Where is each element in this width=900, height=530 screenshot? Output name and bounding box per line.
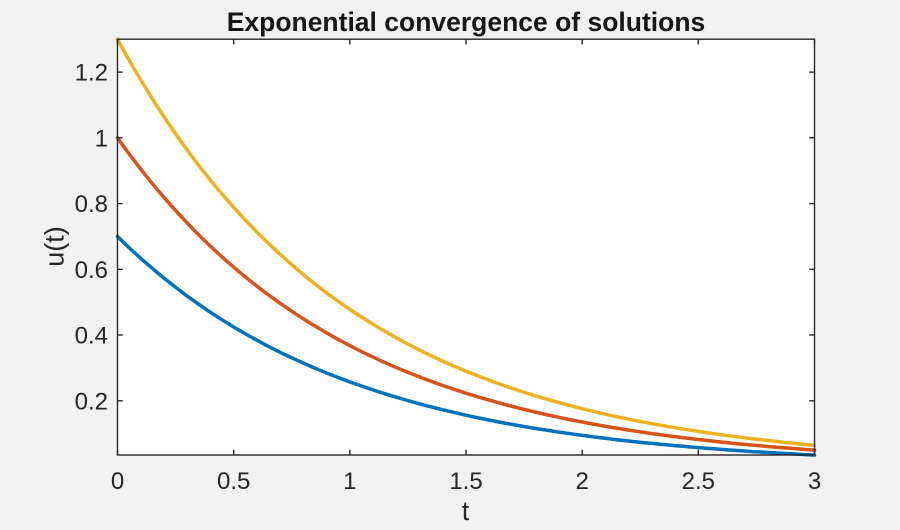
svg-text:1: 1 [343,468,356,495]
svg-text:0.4: 0.4 [75,323,108,350]
svg-text:u(t): u(t) [40,226,70,267]
svg-text:1: 1 [95,125,108,152]
svg-text:0.6: 0.6 [75,257,108,284]
svg-text:0.8: 0.8 [75,191,108,218]
svg-text:t: t [462,496,470,525]
svg-text:1.2: 1.2 [75,60,108,87]
svg-text:0: 0 [111,468,124,495]
svg-text:1.5: 1.5 [449,468,482,495]
svg-text:3: 3 [808,468,821,495]
svg-text:2: 2 [576,468,589,495]
svg-text:0.5: 0.5 [217,468,250,495]
svg-text:2.5: 2.5 [682,468,715,495]
svg-text:Exponential convergence of sol: Exponential convergence of solutions [227,7,706,37]
svg-text:0.2: 0.2 [75,388,108,415]
